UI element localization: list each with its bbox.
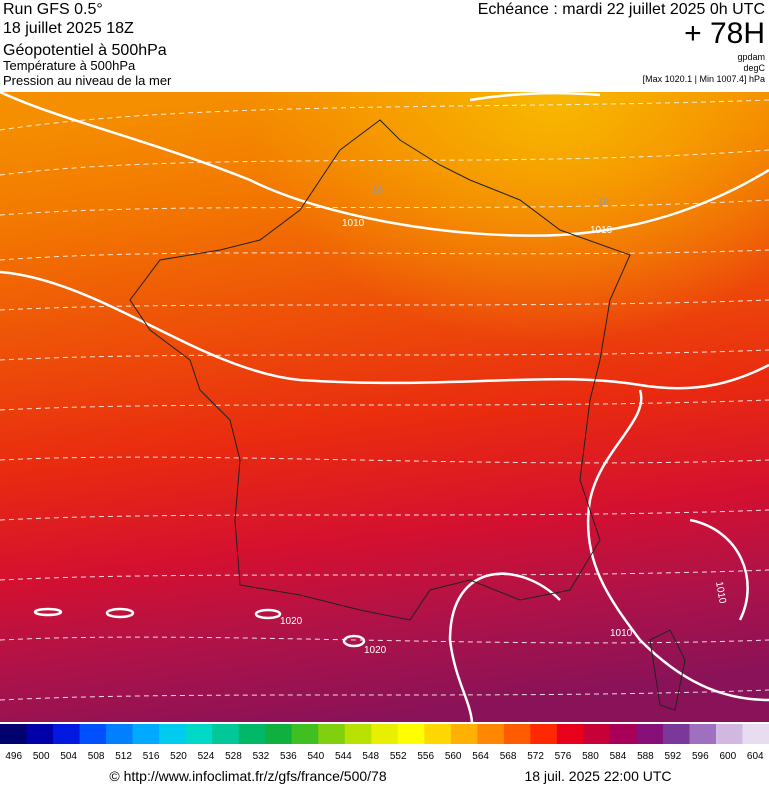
- legend-swatch: [742, 724, 769, 744]
- legend-swatch: [212, 724, 240, 744]
- echeance: Echéance : mardi 22 juillet 2025 0h UTC: [478, 1, 765, 18]
- contour-label: 1020: [280, 616, 303, 627]
- legend-swatch: [53, 724, 81, 744]
- france-outline: [129, 119, 631, 621]
- legend-swatch: [159, 724, 187, 744]
- legend-swatch: [477, 724, 505, 744]
- legend-label: 524: [198, 751, 215, 762]
- legend-swatch: [106, 724, 134, 744]
- legend-label: 604: [747, 751, 764, 762]
- isotherms: [0, 99, 769, 701]
- legend-label: 576: [555, 751, 572, 762]
- footer-time: 18 juil. 2025 22:00 UTC: [524, 768, 671, 784]
- legend-label: 548: [362, 751, 379, 762]
- legend-label: 580: [582, 751, 599, 762]
- legend-swatch: [583, 724, 611, 744]
- legend-label: 532: [253, 751, 270, 762]
- contour-label: 16: [598, 197, 610, 208]
- legend-label: 512: [115, 751, 132, 762]
- legend-label: 596: [692, 751, 709, 762]
- title: Géopotentiel à 500hPa: [3, 42, 167, 59]
- legend-swatch: [503, 724, 531, 744]
- legend-swatch: [450, 724, 478, 744]
- legend-label: 520: [170, 751, 187, 762]
- legend-swatch: [715, 724, 743, 744]
- legend: 496 500 504 508 512 516 520 524 528 532 536 540 544 5…: [0, 724, 769, 762]
- corsica-outline: [649, 629, 686, 711]
- legend-label: 560: [445, 751, 462, 762]
- legend-swatch: [318, 724, 346, 744]
- range: [Max 1020.1 | Min 1007.4] hPa: [643, 74, 765, 84]
- legend-swatch: [689, 724, 717, 744]
- contour-label: 1010: [713, 581, 728, 605]
- contour-label: 1020: [364, 645, 387, 656]
- map: 1010 1010 1020 1020 1010 1010 16 16: [0, 90, 769, 723]
- legend-swatch: [530, 724, 558, 744]
- footer-url: © http://www.infoclimat.fr/z/gfs/france/…: [109, 768, 386, 784]
- legend-label: 504: [60, 751, 77, 762]
- legend-swatch: [397, 724, 425, 744]
- legend-swatch: [636, 724, 664, 744]
- contour-label: 1010: [342, 218, 365, 229]
- legend-label: 568: [500, 751, 517, 762]
- legend-swatch: [291, 724, 319, 744]
- unit: degC: [743, 63, 765, 73]
- legend-swatch: [185, 724, 213, 744]
- unit: gpdam: [737, 52, 765, 62]
- legend-label: 528: [225, 751, 242, 762]
- legend-label: 540: [307, 751, 324, 762]
- legend-label: 500: [33, 751, 50, 762]
- legend-swatch: [26, 724, 54, 744]
- header: Run GFS 0.5° 18 juillet 2025 18Z Géopote…: [3, 1, 766, 88]
- legend-label: 564: [472, 751, 489, 762]
- legend-swatch: [238, 724, 266, 744]
- legend-swatch: [132, 724, 160, 744]
- legend-label: 516: [143, 751, 160, 762]
- legend-label: 508: [88, 751, 105, 762]
- legend-label: 572: [527, 751, 544, 762]
- subtitle: Pression au niveau de la mer: [3, 73, 172, 88]
- lead-time: + 78H: [684, 17, 765, 50]
- legend-swatch: [0, 724, 28, 744]
- run: Run GFS 0.5°: [3, 1, 103, 18]
- legend-swatch: [556, 724, 584, 744]
- contour-label: 1010: [590, 225, 613, 236]
- legend-swatch: [609, 724, 637, 744]
- subtitle: Température à 500hPa: [3, 58, 136, 73]
- legend-swatch: [662, 724, 690, 744]
- legend-label: 496: [5, 751, 22, 762]
- legend-swatch: [344, 724, 372, 744]
- legend-label: 544: [335, 751, 352, 762]
- legend-swatch: [371, 724, 399, 744]
- contour-label: 16: [372, 185, 384, 196]
- legend-label: 588: [637, 751, 654, 762]
- legend-label: 536: [280, 751, 297, 762]
- legend-label: 592: [665, 751, 682, 762]
- legend-swatch: [79, 724, 107, 744]
- legend-swatch: [265, 724, 293, 744]
- legend-swatch: [424, 724, 452, 744]
- map-field: [0, 92, 769, 722]
- contour-label: 1010: [610, 628, 633, 639]
- legend-label: 552: [390, 751, 407, 762]
- legend-label: 584: [610, 751, 627, 762]
- legend-label: 600: [719, 751, 736, 762]
- isobars: [0, 90, 769, 723]
- legend-label: 556: [417, 751, 434, 762]
- contour-labels: 1010 1010 1020 1020 1010 1010 16 16: [280, 185, 728, 656]
- date: 18 juillet 2025 18Z: [3, 20, 134, 37]
